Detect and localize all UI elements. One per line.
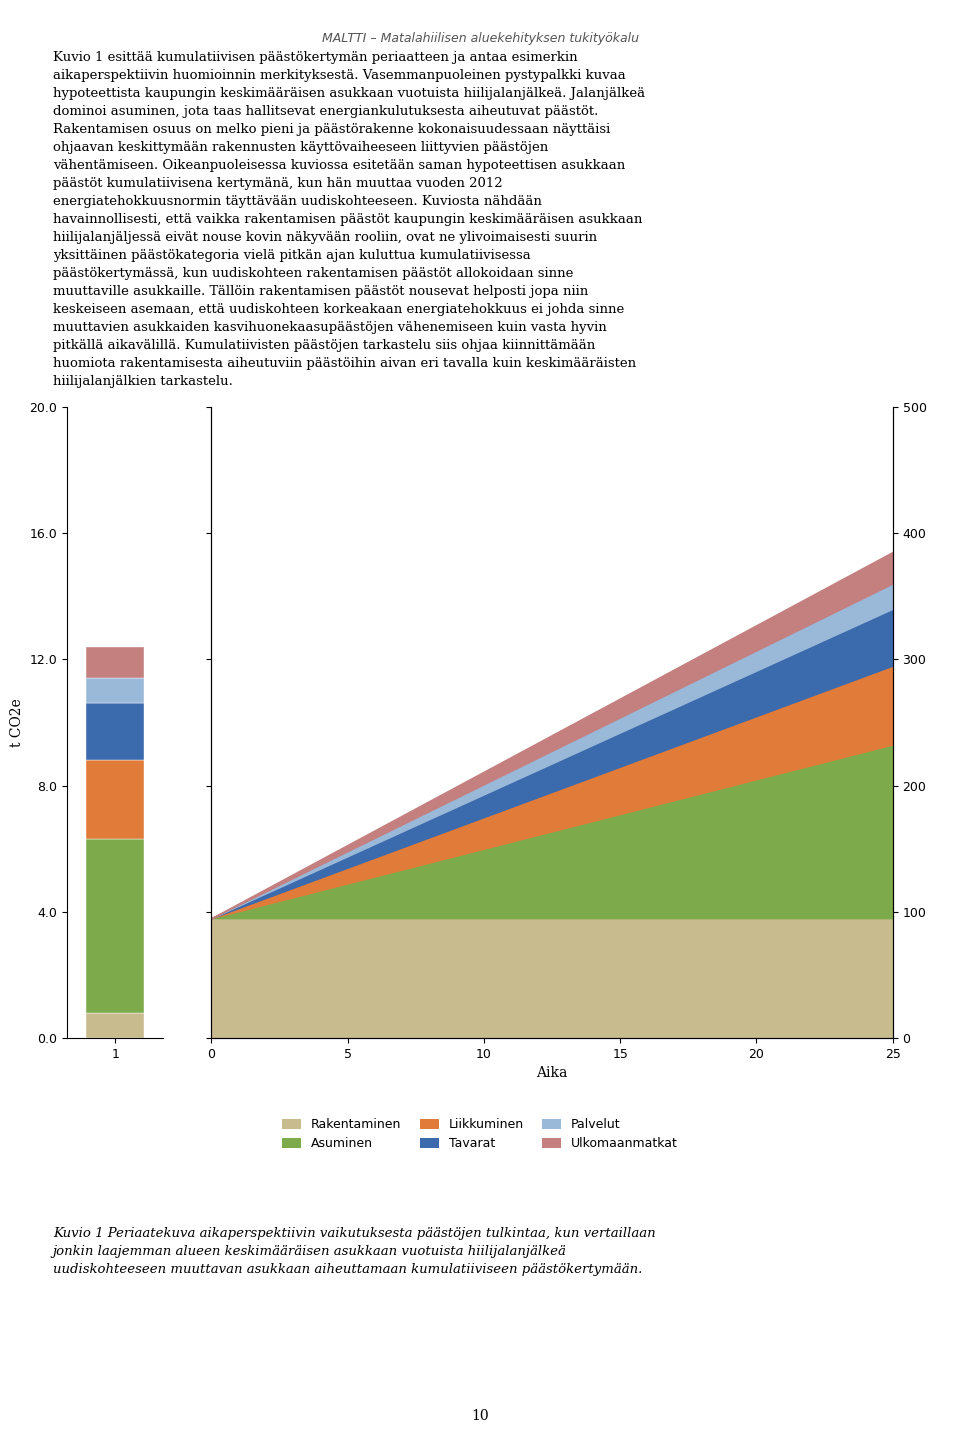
Text: Kuvio 1 esittää kumulatiivisen päästökertymän periaatteen ja antaa esimerkin
aik: Kuvio 1 esittää kumulatiivisen päästöker… [53,51,645,388]
X-axis label: Aika: Aika [537,1066,567,1080]
Bar [86,678,144,703]
Bar [86,646,144,678]
Text: Kuvio 1 Periaatekuva aikaperspektiivin vaikutuksesta päästöjen tulkintaa, kun ve: Kuvio 1 Periaatekuva aikaperspektiivin v… [53,1227,656,1276]
Text: MALTTI – Matalahiilisen aluekehityksen tukityökalu: MALTTI – Matalahiilisen aluekehityksen t… [322,32,638,45]
Y-axis label: t CO2e: t CO2e [10,698,24,746]
Bar [86,839,144,1013]
Bar [86,1013,144,1038]
Text: 10: 10 [471,1408,489,1423]
Bar [86,703,144,761]
Bar [86,761,144,839]
Legend: Rakentaminen, Asuminen, Liikkuminen, Tavarat, Palvelut, Ulkomaanmatkat: Rakentaminen, Asuminen, Liikkuminen, Tav… [276,1114,684,1156]
